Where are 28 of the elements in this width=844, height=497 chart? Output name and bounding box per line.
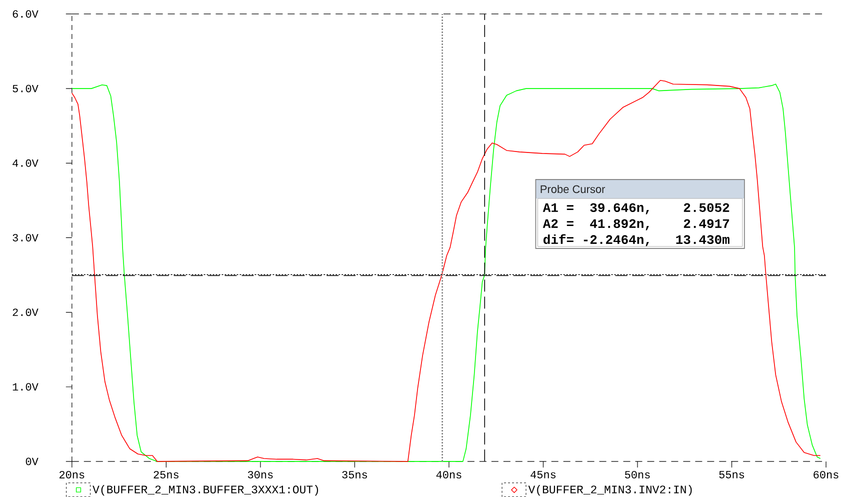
legend-label: V(BUFFER_2_MIN3.INV2:IN) <box>528 484 692 496</box>
x-tick-label: 25ns <box>154 470 178 478</box>
x-tick-label: 35ns <box>342 470 367 478</box>
legend-label: V(BUFFER_2_MIN3.BUFFER_3XXX1:OUT) <box>92 484 318 496</box>
x-tick-label: 40ns <box>436 470 462 478</box>
y-tick-label: 0V <box>26 458 38 465</box>
x-tick-label: 30ns <box>248 470 273 478</box>
y-tick-label: 5.0V <box>12 84 38 92</box>
annotation: 41.892n, <box>590 218 649 230</box>
x-tick-label: 45ns <box>530 470 556 478</box>
y-tick-label: 1.0V <box>12 382 38 390</box>
annotation: dif= <box>544 234 574 244</box>
x-tick-label: 60ns <box>814 470 838 478</box>
y-tick-label: 6.0V <box>12 10 38 18</box>
x-tick-label: 50ns <box>625 470 650 478</box>
x-tick-label: 55ns <box>719 470 744 478</box>
annotation: A1 = <box>542 203 574 212</box>
annotation: 2.5052 <box>684 203 730 212</box>
x-tick-label: 20ns <box>60 470 84 478</box>
annotation: -2.2464n, <box>584 234 649 246</box>
annotation: Probe Cursor <box>540 184 606 193</box>
y-tick-label: 3.0V <box>12 234 38 242</box>
annotation: 2.4917 <box>684 218 730 228</box>
annotation: A2 = <box>542 218 574 228</box>
y-tick-label: 2.0V <box>12 308 38 316</box>
annotation: 39.646n, <box>590 203 649 214</box>
annotation: 13.430m <box>676 234 730 244</box>
y-tick-label: 4.0V <box>12 159 38 167</box>
